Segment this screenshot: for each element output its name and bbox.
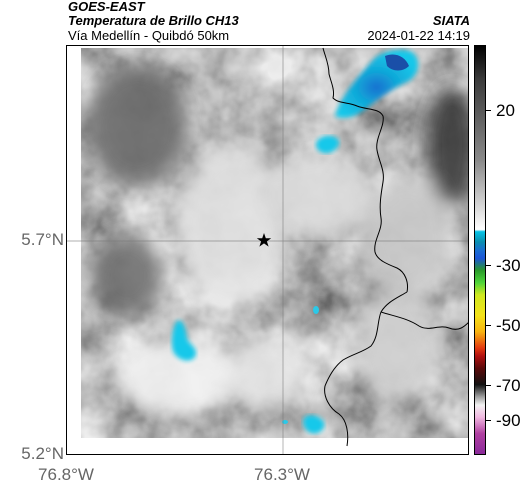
colorbar-label-20: 20: [496, 102, 515, 119]
longitude-label-76.3: 76.3°W: [254, 465, 310, 485]
colorbar-tick: [486, 385, 491, 386]
colorbar-label-minus-70: -70: [496, 377, 521, 394]
product-subtitle: Temperatura de Brillo CH13: [68, 13, 239, 28]
colorbar-label-minus-90: -90: [496, 412, 521, 429]
colorbar: [474, 45, 486, 455]
imagery-layer: [81, 48, 469, 438]
colorbar-tick: [486, 325, 491, 326]
longitude-label-76.8: 76.8°W: [38, 465, 94, 485]
colorbar-tick: [486, 420, 491, 421]
no-data-strip-left: [67, 46, 81, 455]
product-title: GOES-EAST: [68, 0, 145, 14]
brand-label: SIATA: [433, 13, 470, 28]
colorbar-tick: [486, 110, 491, 111]
satellite-map[interactable]: [66, 45, 469, 455]
colorbar-tick: [486, 265, 491, 266]
colorbar-label-minus-50: -50: [496, 317, 521, 334]
latitude-label-5.2: 5.2°N: [21, 444, 64, 464]
latitude-label-5.7: 5.7°N: [21, 230, 64, 250]
map-canvas: [67, 46, 469, 455]
timestamp-label: 2024-01-22 14:19: [367, 28, 470, 43]
colorbar-label-minus-30: -30: [496, 257, 521, 274]
route-label: Vía Medellín - Quibdó 50km: [68, 28, 229, 43]
no-data-strip: [67, 438, 469, 455]
